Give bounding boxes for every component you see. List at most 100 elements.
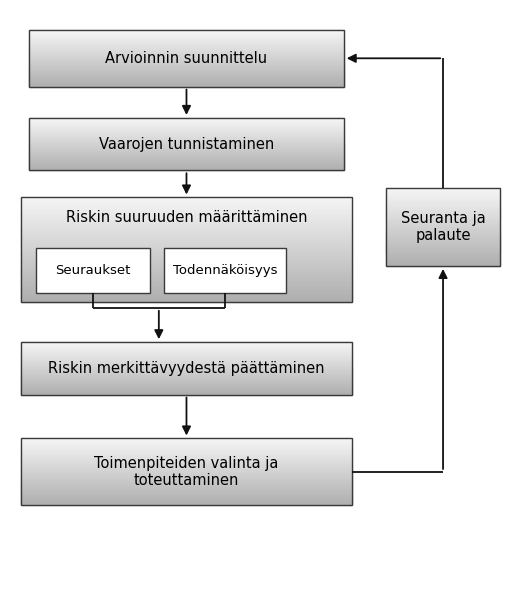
Bar	[21, 261, 352, 263]
Bar	[386, 208, 500, 210]
Bar	[29, 45, 344, 46]
Text: Riskin merkittävyydestä päättäminen: Riskin merkittävyydestä päättäminen	[48, 361, 325, 376]
Bar	[29, 132, 344, 133]
Bar	[21, 463, 352, 464]
Bar	[29, 162, 344, 163]
Bar	[29, 142, 344, 144]
Bar	[21, 197, 352, 199]
Bar	[29, 130, 344, 132]
Bar	[21, 462, 352, 463]
Bar	[21, 354, 352, 355]
Bar	[21, 452, 352, 453]
Bar	[29, 59, 344, 60]
Bar	[21, 484, 352, 485]
Bar	[164, 248, 286, 293]
Bar	[21, 375, 352, 376]
Bar	[29, 139, 344, 141]
Bar	[386, 199, 500, 201]
Bar	[21, 365, 352, 367]
Bar	[21, 231, 352, 233]
Bar	[29, 75, 344, 77]
Bar	[386, 251, 500, 252]
Bar	[386, 236, 500, 238]
Bar	[21, 282, 352, 283]
Bar	[21, 358, 352, 359]
Bar	[386, 199, 500, 200]
Bar	[21, 201, 352, 203]
Bar	[21, 483, 352, 484]
Bar	[29, 167, 344, 169]
Bar	[386, 238, 500, 240]
Bar	[21, 239, 352, 240]
Bar	[21, 465, 352, 467]
Bar	[29, 150, 344, 151]
Bar	[386, 197, 500, 198]
Bar	[29, 157, 344, 158]
Bar	[386, 193, 500, 194]
Bar	[21, 460, 352, 462]
Bar	[29, 50, 344, 51]
Bar	[29, 75, 344, 76]
Text: Seuraukset: Seuraukset	[55, 264, 131, 277]
Bar	[386, 207, 500, 209]
Bar	[29, 68, 344, 70]
Bar	[386, 205, 500, 206]
Bar	[21, 274, 352, 276]
Bar	[21, 473, 352, 474]
Bar	[21, 451, 352, 453]
Bar	[21, 489, 352, 490]
Bar	[21, 480, 352, 481]
Text: Seuranta ja
palaute: Seuranta ja palaute	[400, 211, 486, 243]
Bar	[29, 38, 344, 39]
Bar	[21, 496, 352, 497]
Bar	[21, 352, 352, 353]
Bar	[29, 124, 344, 126]
Bar	[21, 488, 352, 489]
Bar	[386, 212, 500, 213]
Bar	[29, 165, 344, 166]
Bar	[29, 159, 344, 161]
Bar	[29, 169, 344, 170]
Bar	[29, 155, 344, 157]
Bar	[386, 222, 500, 223]
Bar	[29, 56, 344, 57]
Bar	[386, 211, 500, 213]
Bar	[21, 342, 352, 343]
Bar	[21, 243, 352, 245]
Bar	[29, 148, 344, 150]
Bar	[386, 205, 500, 207]
Bar	[21, 368, 352, 369]
Bar	[21, 389, 352, 390]
Bar	[386, 242, 500, 244]
Bar	[21, 366, 352, 367]
Bar	[21, 299, 352, 301]
Bar	[21, 475, 352, 477]
Bar	[29, 158, 344, 160]
Bar	[21, 450, 352, 451]
Bar	[21, 203, 352, 205]
Bar	[386, 209, 500, 210]
Bar	[21, 490, 352, 491]
Bar	[29, 152, 344, 154]
Bar	[29, 141, 344, 142]
Bar	[386, 244, 500, 246]
Bar	[29, 57, 344, 59]
Bar	[29, 37, 344, 38]
Bar	[386, 249, 500, 251]
Bar	[21, 391, 352, 392]
Bar	[21, 501, 352, 502]
Bar	[386, 188, 500, 266]
Bar	[21, 228, 352, 230]
Bar	[29, 42, 344, 44]
Bar	[29, 122, 344, 123]
Bar	[29, 36, 344, 38]
Bar	[21, 467, 352, 468]
Bar	[21, 373, 352, 374]
Bar	[21, 385, 352, 386]
Bar	[386, 261, 500, 262]
Bar	[21, 456, 352, 457]
Bar	[21, 225, 352, 227]
Bar	[386, 214, 500, 215]
Bar	[29, 30, 344, 32]
Bar	[29, 53, 344, 55]
